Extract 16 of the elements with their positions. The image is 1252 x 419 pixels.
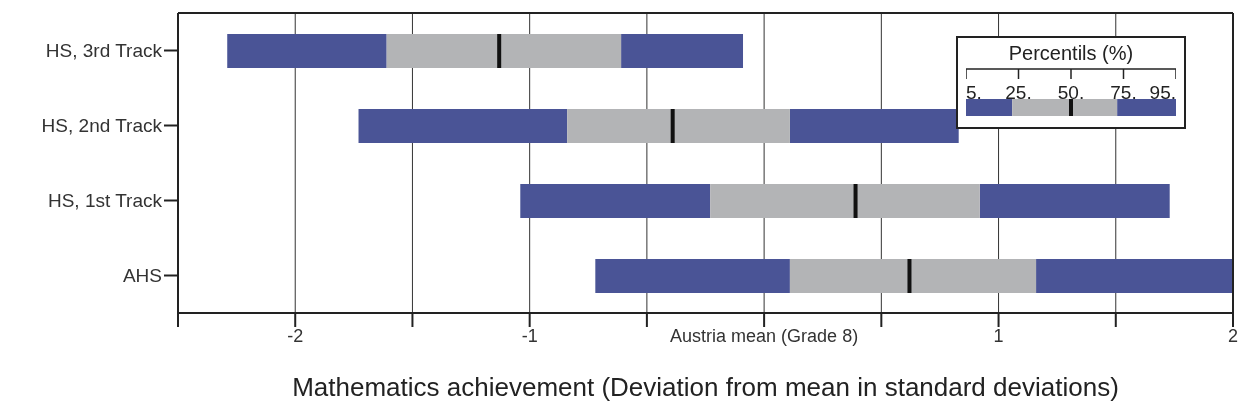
annotation: 75. — [1110, 82, 1137, 104]
y-tick-label: AHS — [122, 265, 162, 287]
x-tick-label: 2 — [1227, 325, 1239, 346]
y-tick-label: HS, 1st Track — [47, 190, 163, 212]
y-tick-label: HS, 3rd Track — [45, 40, 163, 62]
y-tick-label: HS, 2nd Track — [41, 115, 163, 137]
annotation: 25. — [1005, 82, 1032, 104]
x-axis-title: Mathematics achievement (Deviation from mean in standard deviations) — [292, 372, 1119, 402]
annotation: 50. — [1057, 82, 1085, 104]
annotation: 5. — [966, 82, 982, 104]
x-tick-label: -2 — [287, 325, 304, 346]
annotation: 95. — [1149, 82, 1176, 104]
x-tick-label: 1 — [993, 325, 1004, 346]
x-tick-label: Austria mean (Grade 8) — [670, 325, 859, 346]
x-tick-label: -1 — [521, 325, 538, 346]
legend-title: Percentils (%) — [1007, 42, 1135, 65]
